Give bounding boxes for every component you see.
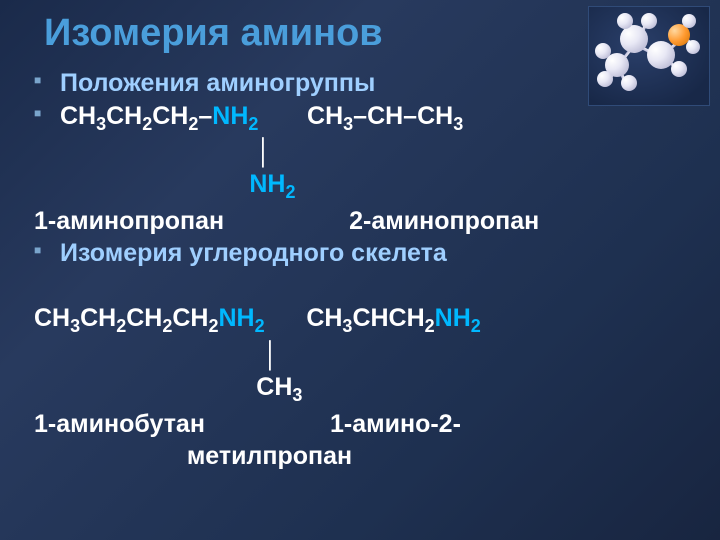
s2r-ch3: CH xyxy=(306,304,342,332)
s2-name-right2: метилпропан xyxy=(187,442,352,470)
s2r-nh: NH xyxy=(435,304,471,332)
s1-nh: NH xyxy=(212,102,248,130)
s1-sub2b: 2 xyxy=(188,114,198,134)
s2l-ch2a: CH xyxy=(80,304,116,332)
s1-nh2b: NH xyxy=(249,170,285,198)
s1-r-sub3b: 3 xyxy=(453,114,463,134)
s1-r-ch3: CH xyxy=(307,102,343,130)
molecule-atom xyxy=(686,40,700,54)
s2l-s3: 3 xyxy=(70,316,80,336)
s2-name-right: 1-амино-2- xyxy=(330,410,461,438)
s2-gapnames2 xyxy=(34,442,187,470)
s2-ch3pre xyxy=(34,373,256,401)
s1-nh2-left: NH2 xyxy=(212,102,258,130)
s1-ch2a: CH xyxy=(106,102,142,130)
s1-r-sub3: 3 xyxy=(343,114,353,134)
section2-names-row2: метилпропан xyxy=(34,440,720,473)
molecule-atom xyxy=(617,13,633,29)
s2l-ch2c: CH xyxy=(172,304,208,332)
s1-gap1 xyxy=(258,102,307,130)
s1-sub3a: 3 xyxy=(96,114,106,134)
s1-gap2b xyxy=(34,170,249,198)
s2r-s2: 2 xyxy=(425,316,435,336)
section1-nh2-row: NH2 xyxy=(34,168,720,204)
molecule-atom xyxy=(620,25,648,53)
section2-heading: Изомерия углеродного скелета xyxy=(34,237,720,270)
s2-gapnames xyxy=(205,410,330,438)
s1-ch2b: CH xyxy=(152,102,188,130)
s2r-chch: CHCH xyxy=(352,304,424,332)
s2l-nh: NH xyxy=(219,304,255,332)
s1-nh2bsub: 2 xyxy=(285,182,295,202)
s1-dash3: – xyxy=(403,102,417,130)
s2l-ch2b: CH xyxy=(126,304,162,332)
section2-ch3-row: CH3 xyxy=(34,371,720,407)
section2-formula-row: CH3CH2CH2CH2NH2 CH3CHCH2NH2 xyxy=(34,302,720,338)
section2-pipe-row: │ xyxy=(34,339,720,372)
molecule-atom xyxy=(682,14,696,28)
s2r-s3: 3 xyxy=(342,316,352,336)
s2-ch3s: 3 xyxy=(292,385,302,405)
s1-r-ch: CH xyxy=(367,102,403,130)
s1-r-ch3b: CH xyxy=(417,102,453,130)
s1-nhsub: 2 xyxy=(248,114,258,134)
s2-gapmid xyxy=(265,304,307,332)
blank-line xyxy=(34,270,720,303)
s1-nh2-below: NH2 xyxy=(249,170,295,198)
s1-ch3a: CH xyxy=(60,102,96,130)
s2l-ch3: CH xyxy=(34,304,70,332)
section1-formula-row: CH3CH2CH2–NH2 CH3–CH–CH3 xyxy=(34,100,720,136)
s2l-s2c: 2 xyxy=(208,316,218,336)
s1-dash1: – xyxy=(198,102,212,130)
slide-body: Положения аминогруппы CH3CH2CH2–NH2 CH3–… xyxy=(0,55,720,473)
s2-name-left: 1-аминобутан xyxy=(34,410,205,438)
s2l-nhs: 2 xyxy=(255,316,265,336)
s2l-s2a: 2 xyxy=(116,316,126,336)
section1-pipe-row: │ xyxy=(34,136,720,169)
section1-names-row: 1-аминопропан 2-аминопропан xyxy=(34,205,720,238)
s1-name-right: 2-аминопропан xyxy=(349,207,539,235)
s1-dash2: – xyxy=(353,102,367,130)
molecule-atom xyxy=(641,13,657,29)
s2-ch3: CH xyxy=(256,373,292,401)
s2r-nhs: 2 xyxy=(471,316,481,336)
section2-names-row: 1-аминобутан 1-амино-2- xyxy=(34,408,720,441)
s2l-nh2: NH2 xyxy=(219,304,265,332)
section1-heading: Положения аминогруппы xyxy=(34,67,720,100)
s2l-s2b: 2 xyxy=(162,316,172,336)
s1-name-left: 1-аминопропан xyxy=(34,207,224,235)
s1-sub2a: 2 xyxy=(142,114,152,134)
s1-gap3 xyxy=(224,207,349,235)
molecule-atom xyxy=(595,43,611,59)
s2r-nh2: NH2 xyxy=(435,304,481,332)
